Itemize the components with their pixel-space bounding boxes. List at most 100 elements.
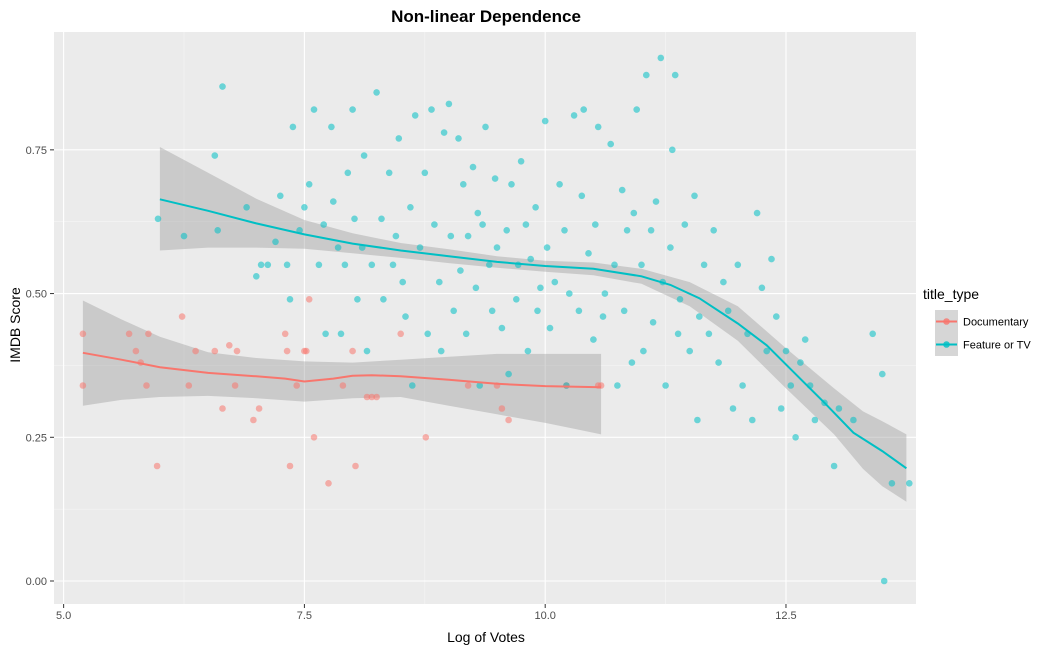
data-point-series-1: [422, 434, 430, 441]
data-point-series-1: [339, 382, 347, 389]
data-point-series-2: [505, 370, 512, 378]
y-tick-label: 0.00: [26, 576, 47, 588]
data-point-series-2: [272, 238, 279, 246]
data-point-series-2: [243, 204, 250, 211]
trend-lines: [82, 198, 907, 470]
data-point-series-2: [773, 313, 780, 320]
data-point-series-1: [293, 382, 301, 389]
data-point-series-2: [424, 330, 432, 338]
data-point-series-1: [143, 382, 150, 389]
data-point-series-2: [633, 106, 640, 113]
data-point-series-2: [700, 261, 708, 269]
data-point-series-1: [349, 347, 356, 355]
data-point-series-2: [691, 192, 698, 200]
data-point-series-2: [720, 278, 727, 286]
y-axis: 0.00 0.25 0.50 0.75: [26, 145, 54, 588]
data-point-series-2: [447, 232, 455, 240]
data-point-series-2: [214, 227, 221, 234]
data-point-series-1: [368, 393, 376, 401]
confidence-band-series-2: [159, 147, 907, 502]
data-point-series-2: [431, 221, 438, 228]
data-point-series-2: [283, 261, 291, 269]
data-point-series-2: [777, 405, 785, 412]
x-axis-title: Log of Votes: [447, 629, 525, 645]
data-point-series-2: [541, 117, 549, 125]
data-point-series-2: [734, 261, 742, 269]
data-point-series-1: [325, 480, 332, 487]
data-point-series-2: [850, 416, 857, 424]
data-point-series-1: [363, 393, 371, 401]
data-point-series-2: [154, 215, 162, 223]
data-point-series-2: [522, 221, 530, 228]
data-point-series-2: [599, 313, 607, 320]
data-point-series-2: [601, 290, 609, 297]
data-point-series-2: [643, 71, 650, 79]
data-point-series-2: [315, 261, 323, 269]
data-point-series-2: [378, 215, 385, 223]
data-point-series-2: [787, 382, 795, 389]
data-point-series-2: [360, 152, 368, 159]
data-point-series-2: [811, 416, 819, 424]
x-tick-label: 5.0: [56, 610, 71, 622]
data-point-series-2: [758, 284, 766, 292]
data-point-series-2: [440, 129, 448, 136]
data-point-series-1: [464, 382, 472, 389]
data-point-series-2: [674, 330, 682, 338]
legend-label: Documentary: [963, 317, 1029, 329]
data-point-series-2: [657, 54, 665, 62]
data-point-series-2: [686, 347, 693, 355]
data-point-series-1: [505, 416, 512, 424]
data-point-series-2: [694, 416, 701, 424]
data-point-series-1: [219, 405, 226, 412]
data-point-series-1: [178, 313, 186, 320]
y-tick-label: 0.50: [26, 289, 47, 301]
data-point-series-2: [611, 261, 618, 269]
data-point-series-2: [373, 89, 380, 96]
data-point-series-2: [344, 169, 352, 177]
data-point-series-2: [395, 135, 403, 142]
data-point-series-2: [561, 227, 568, 234]
x-tick-label: 7.5: [297, 610, 312, 622]
confidence-band-series-1: [82, 300, 602, 435]
data-point-series-1: [233, 347, 241, 355]
data-point-series-1: [286, 462, 294, 470]
confidence-bands: [82, 147, 907, 502]
data-point-series-2: [696, 313, 703, 320]
data-point-series-1: [283, 347, 291, 355]
data-point-series-2: [671, 71, 679, 79]
data-point-series-2: [729, 405, 737, 412]
data-point-series-2: [566, 290, 573, 297]
data-point-series-2: [363, 347, 371, 355]
data-point-series-2: [493, 244, 501, 251]
data-point-series-2: [513, 296, 520, 303]
data-point-series-2: [450, 307, 458, 315]
data-point-series-2: [879, 370, 886, 378]
data-point-series-2: [835, 405, 843, 412]
data-point-series-1: [185, 382, 193, 389]
data-point-series-2: [563, 382, 570, 389]
data-point-series-2: [792, 434, 799, 441]
data-point-series-2: [498, 324, 506, 332]
data-point-series-2: [830, 462, 838, 470]
data-point-series-2: [257, 261, 265, 269]
data-point-series-2: [252, 273, 260, 280]
data-point-series-2: [368, 261, 376, 269]
data-point-series-2: [638, 261, 645, 269]
trend-line-series-1: [82, 351, 602, 389]
data-point-series-2: [618, 186, 626, 194]
data-point-series-2: [508, 181, 515, 188]
data-point-series-2: [180, 232, 188, 240]
data-point-series-2: [469, 163, 477, 171]
data-point-series-2: [486, 261, 493, 269]
data-point-series-1: [305, 296, 313, 303]
data-point-series-2: [337, 330, 345, 338]
data-point-series-2: [537, 284, 544, 292]
data-point-series-2: [301, 204, 308, 211]
x-tick-label: 12.5: [775, 610, 796, 622]
data-point-series-2: [289, 123, 297, 131]
data-point-series-2: [739, 382, 746, 389]
data-point-series-2: [517, 158, 525, 165]
data-point-series-2: [532, 204, 539, 211]
data-point-series-1: [352, 462, 359, 470]
data-point-series-1: [498, 405, 506, 412]
